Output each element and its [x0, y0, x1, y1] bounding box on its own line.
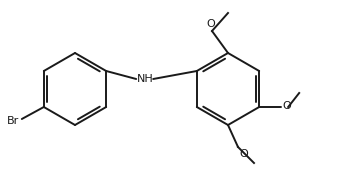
Text: NH: NH — [137, 74, 154, 84]
Text: O: O — [282, 101, 291, 111]
Text: O: O — [239, 149, 248, 159]
Text: Br: Br — [6, 116, 19, 126]
Text: O: O — [207, 19, 215, 29]
